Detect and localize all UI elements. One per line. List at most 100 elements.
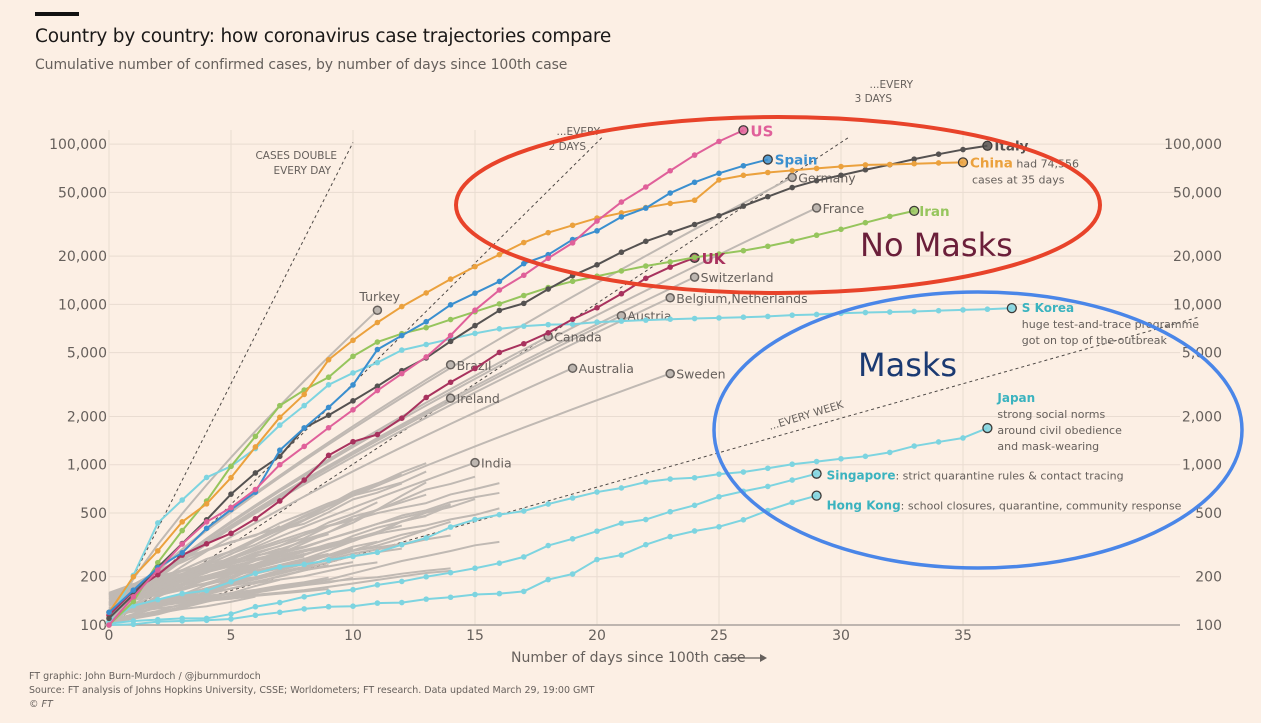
series-note-line: and mask-wearing xyxy=(997,440,1099,453)
data-point-japan xyxy=(374,549,381,556)
data-point-hong-kong xyxy=(447,594,454,601)
data-point-hong-kong xyxy=(277,609,283,616)
data-point-singapore xyxy=(545,542,551,549)
data-point-italy xyxy=(374,383,381,389)
data-point-singapore xyxy=(691,502,698,509)
data-point-japan xyxy=(594,489,600,495)
data-point-hong-kong xyxy=(716,523,722,530)
data-point-japan xyxy=(350,553,356,560)
series-note: : strict quarantine rules & contact trac… xyxy=(895,470,1123,483)
data-point-singapore xyxy=(228,611,234,617)
data-point-iran xyxy=(789,238,795,244)
data-point-s-korea xyxy=(350,370,356,376)
data-point-hong-kong xyxy=(252,612,259,619)
data-point-us xyxy=(374,387,381,394)
grey-country-line xyxy=(108,481,427,623)
data-point-japan xyxy=(203,587,210,594)
data-point-china xyxy=(887,161,893,168)
data-point-iran xyxy=(813,232,820,239)
data-point-italy xyxy=(618,249,625,256)
data-point-china xyxy=(203,501,210,507)
data-point-iran xyxy=(374,339,381,345)
data-point-singapore xyxy=(399,578,405,585)
data-point-iran xyxy=(155,559,161,566)
data-point-iran xyxy=(740,247,747,254)
data-point-spain xyxy=(521,260,527,267)
data-point-s-korea xyxy=(716,315,722,321)
grey-line-turkey xyxy=(108,309,379,626)
data-point-us xyxy=(203,519,210,525)
y-tick-label-right: 1,000 xyxy=(1182,458,1222,474)
data-point-spain xyxy=(179,550,185,556)
series-line-iran xyxy=(108,209,915,626)
data-point-spain xyxy=(325,404,332,411)
data-point-us xyxy=(643,184,649,190)
endpoint-marker-japan xyxy=(982,422,993,434)
data-point-japan xyxy=(960,435,966,441)
data-point-japan xyxy=(667,476,673,482)
data-point-s-korea xyxy=(496,326,503,332)
data-point-japan xyxy=(155,596,161,603)
data-point-singapore xyxy=(301,593,308,600)
data-point-hong-kong xyxy=(545,576,551,583)
doubling-line-label: CASES DOUBLE xyxy=(255,150,337,162)
endpoint-marker-singapore xyxy=(811,468,822,479)
series-note-line: cases at 35 days xyxy=(972,173,1065,186)
data-point-s-korea xyxy=(569,321,576,328)
masks-label: Masks xyxy=(858,346,957,384)
data-point-s-korea xyxy=(643,317,649,323)
series-label-us: US xyxy=(750,122,773,140)
series-note-line: strong social norms xyxy=(997,408,1105,421)
data-point-s-korea xyxy=(277,422,283,428)
data-point-japan xyxy=(399,541,405,548)
data-point-singapore xyxy=(155,616,161,623)
data-point-iran xyxy=(643,263,649,269)
data-point-spain xyxy=(130,587,137,593)
data-point-italy xyxy=(252,470,259,476)
data-point-uk xyxy=(496,349,503,356)
grey-line-belgium-netherlands xyxy=(108,296,671,626)
grey-line-australia xyxy=(108,367,574,626)
x-axis-label: Number of days since 100th case xyxy=(511,650,746,666)
data-point-italy xyxy=(545,286,551,292)
series-label-iran: Iran xyxy=(919,204,949,220)
data-point-us xyxy=(618,199,625,205)
chart-title: Country by country: how coronavirus case… xyxy=(35,26,612,47)
data-point-japan xyxy=(838,455,844,462)
series-note-line: huge test-and-trace programme xyxy=(1022,318,1200,331)
data-point-japan xyxy=(569,495,576,501)
data-point-s-korea xyxy=(813,311,820,318)
data-point-singapore xyxy=(521,554,527,560)
data-point-s-korea xyxy=(789,312,795,318)
data-point-italy xyxy=(594,262,600,268)
no-masks-ellipse xyxy=(454,115,1102,295)
y-tick-label-right: 2,000 xyxy=(1182,409,1222,425)
data-point-uk xyxy=(472,365,478,372)
data-point-s-korea xyxy=(423,341,430,348)
y-tick-label-left: 100 xyxy=(80,618,107,634)
series-line-china xyxy=(108,161,964,613)
data-point-japan xyxy=(740,469,747,475)
data-point-china xyxy=(252,444,259,450)
x-tick-label: 5 xyxy=(227,628,236,644)
data-point-italy xyxy=(691,221,698,228)
data-point-hong-kong xyxy=(594,556,600,563)
x-tick-label: 15 xyxy=(466,628,484,644)
series-line-spain xyxy=(108,158,769,614)
data-point-us xyxy=(155,567,161,573)
data-point-singapore xyxy=(447,569,454,576)
data-point-japan xyxy=(691,474,698,481)
data-point-spain xyxy=(423,318,430,325)
data-point-s-korea xyxy=(203,474,210,481)
data-point-iran xyxy=(496,301,503,307)
y-tick-label-right: 20,000 xyxy=(1173,249,1222,265)
data-point-uk xyxy=(277,498,283,504)
data-point-singapore xyxy=(277,599,283,606)
y-tick-label-right: 500 xyxy=(1195,506,1222,522)
y-tick-label-left: 200 xyxy=(80,570,107,586)
data-point-singapore xyxy=(765,483,771,490)
grey-country-line xyxy=(108,569,451,613)
data-point-us xyxy=(350,407,356,413)
